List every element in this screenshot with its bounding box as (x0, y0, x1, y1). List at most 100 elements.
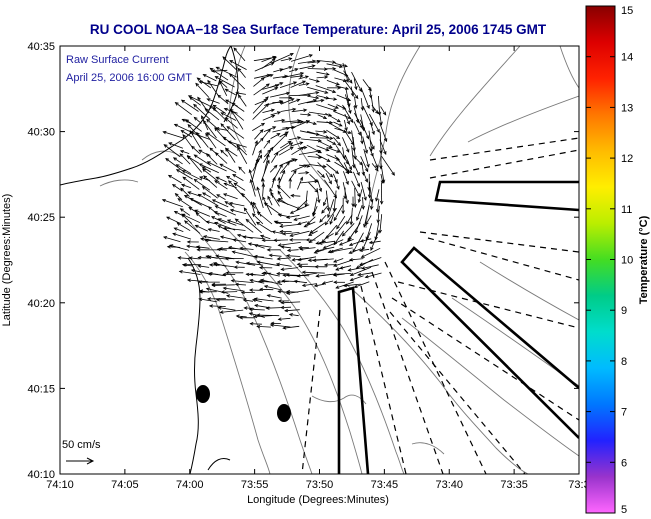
current-vector-head (202, 235, 207, 239)
current-vector-head (365, 135, 370, 140)
current-vector (283, 325, 300, 329)
current-vector (236, 261, 256, 266)
current-vector-head (285, 254, 290, 258)
current-vector-head (173, 123, 178, 128)
current-vector (229, 202, 245, 207)
current-vector (307, 156, 322, 158)
current-vector-head (232, 174, 237, 178)
current-vector-head (213, 211, 218, 215)
current-vector (325, 207, 338, 226)
current-vector-head (339, 64, 344, 69)
current-vector (350, 275, 364, 281)
current-vector (189, 96, 201, 106)
x-tick-label: 73:40 (435, 479, 463, 491)
current-vector (381, 156, 395, 176)
current-vector-head (332, 207, 337, 212)
current-vector-head (303, 108, 308, 112)
current-vector-head (189, 130, 193, 135)
current-vector (233, 47, 246, 62)
current-vector-head (202, 74, 207, 78)
current-vector-head (259, 234, 265, 239)
current-vector-head (370, 246, 374, 251)
current-vector-head (308, 54, 313, 58)
current-vector (349, 248, 362, 254)
colorbar-tick-label: 9 (621, 305, 627, 317)
current-vector (278, 146, 294, 156)
current-vector-head (234, 282, 239, 287)
current-vector-head (216, 194, 221, 198)
current-vector-head (376, 128, 380, 133)
current-vector (229, 73, 246, 90)
current-vector (352, 136, 356, 160)
current-vector-head (294, 68, 299, 72)
current-vector-head (269, 187, 273, 192)
current-vector-head (181, 118, 186, 123)
current-vector-head (276, 199, 281, 203)
current-vector-head (214, 180, 219, 184)
current-vector-head (193, 116, 198, 121)
current-vector (184, 220, 201, 234)
x-tick-label: 73:55 (241, 479, 269, 491)
current-vector-head (266, 248, 271, 252)
current-vector (366, 223, 373, 240)
current-vector (200, 238, 211, 241)
current-vector-head (323, 202, 327, 207)
current-vector (359, 119, 369, 139)
current-vector-head (241, 192, 245, 197)
current-vector-head (296, 262, 301, 267)
current-vector-head (195, 212, 200, 217)
current-vector-head (371, 145, 375, 150)
current-vector-head (253, 314, 258, 319)
current-vector (343, 162, 350, 173)
current-vector (289, 68, 298, 73)
current-vector (270, 82, 283, 88)
colorbar-tick-label: 13 (621, 102, 633, 114)
current-vector-head (270, 108, 275, 113)
current-vector (279, 161, 290, 174)
current-vector (313, 258, 334, 261)
current-vector-head (237, 67, 242, 72)
y-tick-label: 40:20 (27, 298, 55, 310)
current-vector-head (240, 290, 245, 295)
current-vector (291, 109, 307, 113)
current-vector-head (217, 94, 222, 99)
current-vector (298, 150, 321, 155)
current-vector (360, 97, 364, 111)
current-vector-head (197, 255, 202, 260)
current-vector-head (201, 115, 205, 120)
current-vector (370, 230, 380, 251)
current-vector (300, 247, 316, 250)
current-vector-head (258, 265, 263, 270)
current-vector-head (361, 171, 366, 176)
current-vector (212, 199, 229, 208)
current-vector (291, 195, 301, 197)
current-vector (228, 180, 245, 198)
current-vector (286, 214, 300, 218)
current-vector-head (348, 79, 353, 84)
current-vector-head (262, 196, 266, 201)
current-vector-head (324, 75, 329, 79)
current-vector (251, 158, 259, 181)
current-vector (209, 305, 226, 307)
current-vector-head (248, 312, 253, 316)
current-vector-head (207, 228, 212, 232)
current-vector (288, 99, 300, 104)
current-vector (344, 80, 359, 99)
current-vector-head (285, 273, 290, 277)
current-vector-head (280, 305, 285, 310)
current-vector-head (179, 153, 184, 158)
current-vector (333, 230, 345, 245)
current-vector-head (324, 221, 329, 226)
current-vector-head (253, 297, 258, 301)
current-vector (224, 201, 235, 208)
current-vector-head (203, 175, 208, 180)
current-vector-head (328, 180, 332, 185)
current-vector-head (281, 232, 287, 236)
current-vector (356, 258, 374, 269)
current-vector-head (333, 259, 338, 263)
current-vector-head (277, 299, 282, 303)
current-vector (307, 68, 328, 70)
current-vector-head (283, 133, 288, 138)
current-vector-head (212, 106, 217, 111)
x-tick-label: 74:10 (46, 479, 74, 491)
